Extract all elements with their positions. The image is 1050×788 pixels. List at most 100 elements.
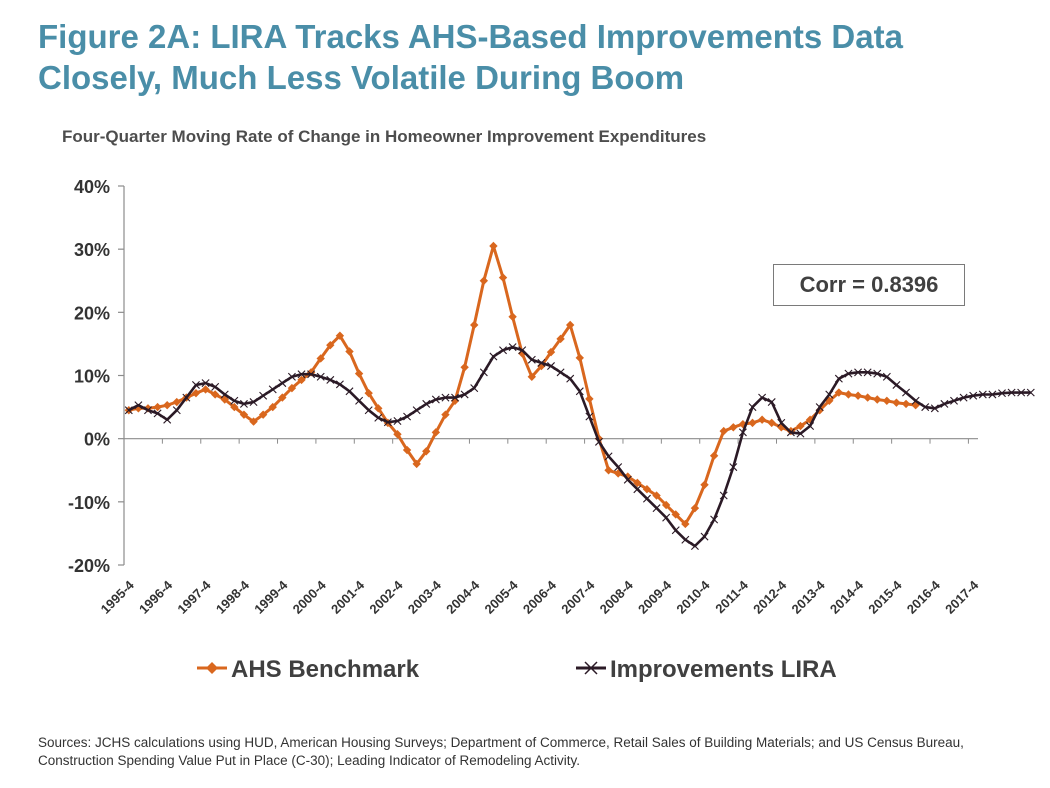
data-point <box>144 406 152 415</box>
data-point <box>738 428 747 437</box>
chart-axes: -20% -10% 0% 10% 20% 30% 40% 1995-4 1996-4 1997-4… <box>68 177 982 617</box>
data-point <box>364 388 373 398</box>
data-point <box>547 362 555 371</box>
data-point <box>604 466 613 475</box>
data-point <box>882 372 891 381</box>
data-point <box>489 352 498 361</box>
data-point <box>470 320 479 330</box>
data-point <box>393 430 402 439</box>
y-tick-label: -10% <box>68 493 110 513</box>
data-point <box>287 383 297 393</box>
data-point <box>902 388 911 397</box>
data-point <box>191 380 200 389</box>
data-point <box>661 500 671 510</box>
data-point <box>297 370 306 379</box>
data-point <box>806 422 815 431</box>
data-point <box>729 463 738 472</box>
y-tick-label: 0% <box>84 430 110 450</box>
x-tick-label: 1999-4 <box>251 577 291 617</box>
data-point <box>316 372 325 381</box>
data-point <box>1007 388 1016 397</box>
data-point <box>249 398 258 407</box>
data-point <box>565 320 575 330</box>
x-tick-label: 2017-4 <box>942 577 982 617</box>
data-point <box>431 428 441 437</box>
data-point <box>230 396 239 405</box>
y-tick-label: 30% <box>74 240 110 260</box>
data-point <box>633 478 642 488</box>
legend-label: AHS Benchmark <box>231 656 420 683</box>
data-point <box>710 515 719 524</box>
data-point <box>604 452 613 461</box>
data-point <box>412 406 421 415</box>
data-point <box>124 406 133 415</box>
y-tick-label: 10% <box>74 367 110 387</box>
data-point <box>585 394 594 404</box>
data-point <box>681 535 690 544</box>
data-point <box>470 384 479 393</box>
data-point <box>249 417 258 426</box>
data-point <box>268 385 277 394</box>
data-point <box>172 397 181 407</box>
data-point <box>633 485 642 494</box>
data-point <box>297 375 306 385</box>
data-point <box>930 404 939 413</box>
x-tick-label: 2005-4 <box>482 577 522 617</box>
data-point <box>566 374 575 383</box>
data-point <box>738 419 748 429</box>
series-line <box>128 345 1031 548</box>
data-point <box>393 416 402 425</box>
x-tick-label: 2011-4 <box>712 577 751 616</box>
data-point <box>911 400 920 410</box>
data-point <box>758 393 767 402</box>
data-point <box>575 387 584 396</box>
data-point <box>748 418 757 428</box>
data-point <box>489 241 498 251</box>
data-point <box>940 399 949 408</box>
data-point <box>690 542 699 551</box>
data-point <box>652 491 661 500</box>
data-point <box>191 388 201 398</box>
data-point <box>719 491 728 500</box>
data-point <box>757 415 767 424</box>
data-point <box>403 412 412 421</box>
data-point <box>153 409 162 418</box>
data-point <box>508 312 517 321</box>
data-point <box>796 421 805 431</box>
data-point <box>767 398 776 407</box>
chart-legend: AHS Benchmark Improvements LIRA <box>197 656 837 683</box>
data-point <box>729 423 738 432</box>
data-point <box>777 418 786 427</box>
data-point <box>873 395 882 404</box>
data-point <box>642 494 651 503</box>
x-tick-label: 2010-4 <box>673 577 713 617</box>
data-point <box>335 331 345 340</box>
data-point <box>950 396 958 405</box>
data-point <box>355 396 364 405</box>
data-point <box>700 532 709 541</box>
x-tick-label: 2001-4 <box>328 577 368 617</box>
legend-marker <box>206 662 218 674</box>
data-point <box>882 396 892 405</box>
data-point <box>460 363 469 372</box>
data-point <box>1026 388 1035 397</box>
data-point <box>518 346 527 355</box>
x-tick-label: 2008-4 <box>597 577 637 617</box>
x-tick-label: 2016-4 <box>904 577 944 617</box>
figure-title: Figure 2A: LIRA Tracks AHS-Based Improve… <box>38 18 903 96</box>
data-point <box>978 390 987 399</box>
line-chart: -20% -10% 0% 10% 20% 30% 40% 1995-4 1996-4 1997-4… <box>68 177 1035 683</box>
data-point <box>211 382 220 391</box>
data-point <box>921 403 930 412</box>
data-point <box>345 347 354 356</box>
data-point <box>326 375 335 384</box>
data-point <box>374 404 383 413</box>
correlation-annotation: Corr = 0.8396 <box>773 264 965 306</box>
data-point <box>556 334 565 344</box>
x-tick-label: 1997-4 <box>174 577 214 617</box>
data-point <box>364 406 373 415</box>
data-point <box>460 390 469 399</box>
data-point <box>709 451 719 460</box>
x-tick-label: 2006-4 <box>520 577 560 617</box>
data-point <box>498 273 508 282</box>
